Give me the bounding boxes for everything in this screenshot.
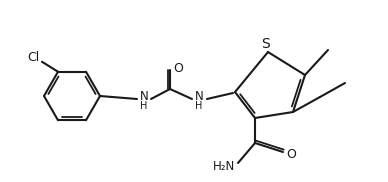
Text: Cl: Cl: [27, 51, 39, 64]
Text: H₂N: H₂N: [213, 161, 235, 173]
Text: N: N: [195, 90, 203, 104]
Text: N: N: [140, 90, 148, 104]
Text: H: H: [195, 101, 203, 111]
Text: O: O: [286, 147, 296, 161]
Text: H: H: [140, 101, 148, 111]
Text: S: S: [261, 37, 269, 51]
Text: O: O: [173, 62, 183, 74]
